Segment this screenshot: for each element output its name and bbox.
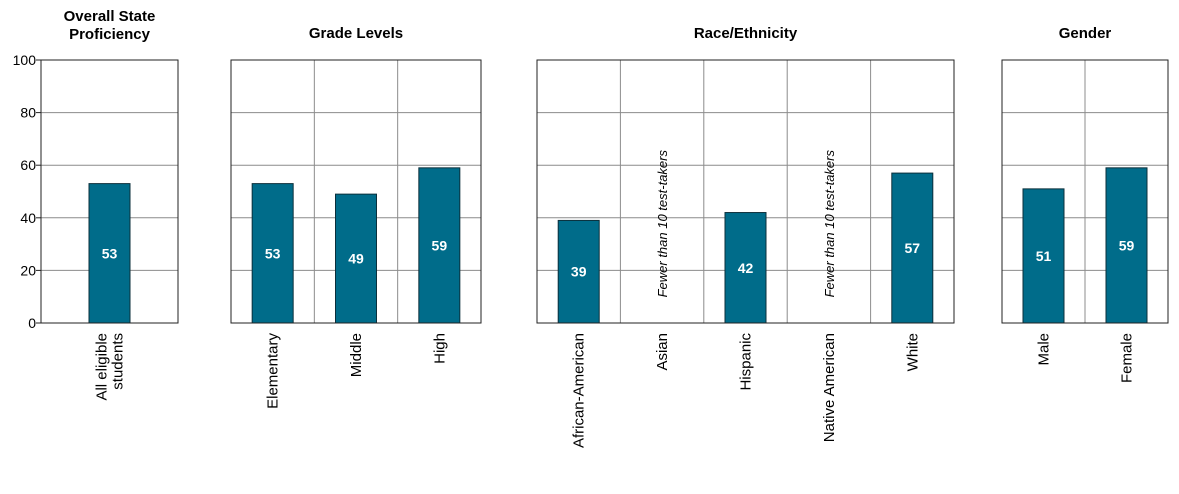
y-tick-label: 0 (28, 315, 36, 331)
bar-value-label: 59 (1119, 237, 1135, 253)
panel-frame (230, 59, 482, 324)
bar (557, 219, 600, 324)
category-label: students (110, 333, 127, 390)
y-tick-label: 100 (13, 52, 37, 68)
category-label: African-American (571, 333, 588, 448)
panel-title: Proficiency (69, 26, 151, 43)
insufficient-data-note: Fewer than 10 test-takers (822, 150, 837, 298)
panel-title: Race/Ethnicity (694, 25, 798, 42)
y-tick-label: 80 (20, 105, 36, 121)
category-label: White (904, 333, 921, 371)
bar (724, 212, 767, 324)
bar-value-label: 42 (738, 260, 754, 276)
panel-frame (536, 59, 955, 324)
bar-value-label: 51 (1036, 248, 1052, 264)
category-label: Male (1036, 333, 1053, 366)
y-tick-label: 40 (20, 210, 36, 226)
bar (251, 183, 294, 324)
category-label: Native American (821, 333, 838, 442)
category-label: Middle (348, 333, 365, 377)
y-tick-label: 20 (20, 262, 36, 278)
bar-value-label: 53 (265, 245, 281, 261)
bar-value-label: 39 (571, 264, 587, 280)
category-label: Asian (654, 333, 671, 371)
bar (891, 172, 934, 324)
bar (1022, 188, 1065, 324)
category-label: Hispanic (738, 333, 755, 391)
category-label: All eligible (94, 333, 111, 401)
category-label: Elementary (265, 333, 282, 409)
bar-value-label: 53 (102, 245, 118, 261)
panel-title: Gender (1059, 25, 1112, 42)
category-label: High (431, 333, 448, 364)
bar-value-label: 59 (432, 237, 448, 253)
bar (88, 183, 131, 324)
panel-title: Grade Levels (309, 25, 403, 42)
panel-frame (40, 59, 179, 324)
y-tick-label: 60 (20, 157, 36, 173)
panel-frame (1001, 59, 1169, 324)
category-label: Female (1119, 333, 1136, 383)
bar (418, 167, 461, 324)
insufficient-data-note: Fewer than 10 test-takers (655, 150, 670, 298)
bar-value-label: 57 (905, 240, 921, 256)
bar (1105, 167, 1148, 324)
panel-title: Overall State (64, 8, 156, 25)
bar-value-label: 49 (348, 251, 364, 267)
